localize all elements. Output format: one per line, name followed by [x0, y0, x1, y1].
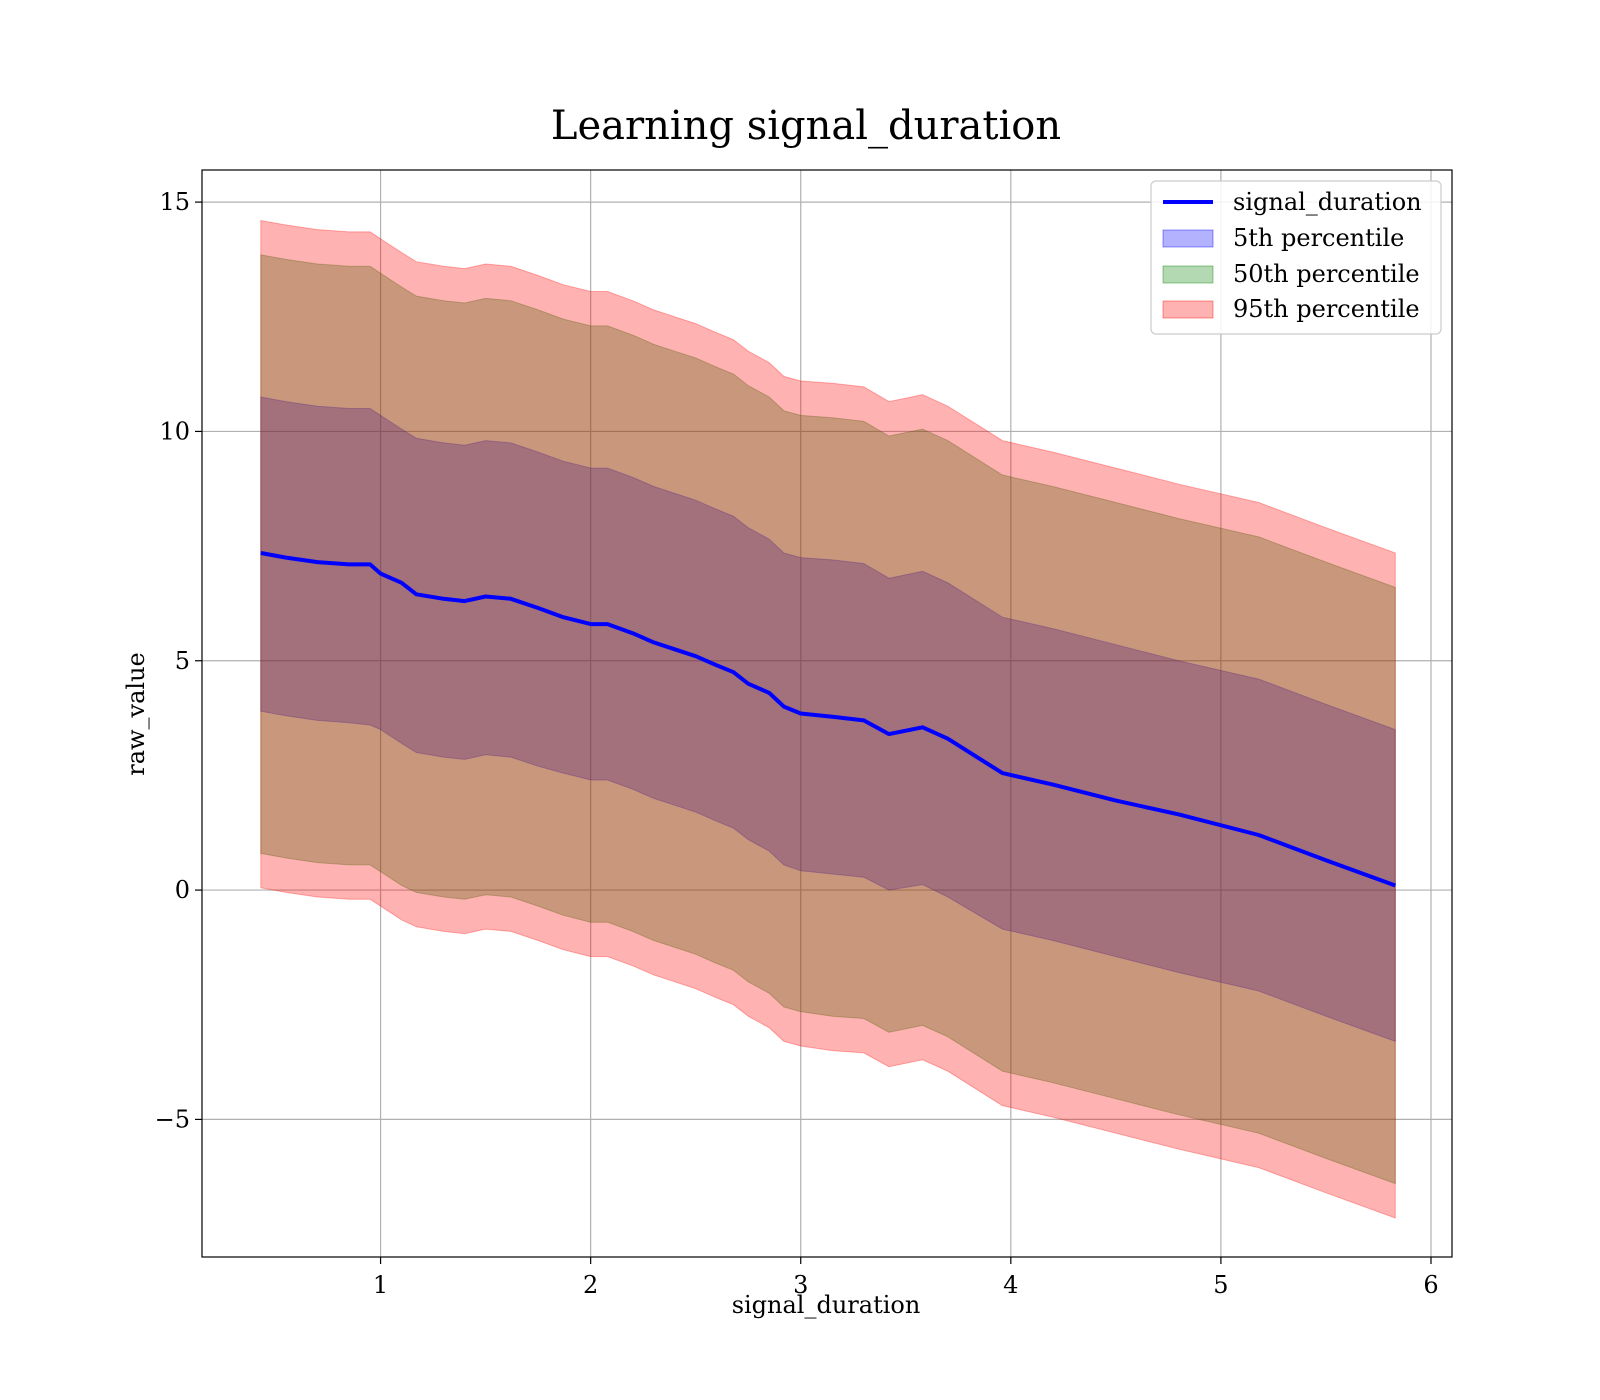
x-tick-label-4: 5: [1213, 1271, 1228, 1299]
y-axis-ticks: 15 10 5 0 −5: [155, 188, 202, 1133]
plot-frame: [201, 169, 1453, 1258]
x-tick-label-2: 3: [793, 1271, 808, 1299]
legend-box: [1150, 180, 1442, 335]
x-tick-label-1: 2: [583, 1271, 598, 1299]
line-signal-duration: [260, 551, 1396, 888]
y-axis-label: raw_value: [122, 652, 150, 776]
band-5th-percentile: [260, 396, 1396, 1043]
y-tick-label-2: 5: [175, 647, 190, 675]
legend-swatch-50th-percentile: [1162, 265, 1214, 284]
band-50th-percentile: [260, 254, 1396, 1185]
x-tick-label-0: 1: [373, 1271, 388, 1299]
x-tick-label-5: 6: [1423, 1271, 1438, 1299]
band-layer: [260, 219, 1396, 1219]
y-tick-label-0: 15: [159, 188, 190, 216]
y-tick-label-1: 10: [159, 417, 190, 445]
legend: signal_duration 5th percentile 50th percen…: [1150, 180, 1442, 335]
band-95th-percentile: [260, 219, 1396, 1219]
chart-title: Learning signal_duration: [551, 103, 1061, 149]
x-tick-label-3: 4: [1003, 1271, 1018, 1299]
legend-label-signal-duration: signal_duration: [1233, 188, 1422, 216]
grid-layer: [202, 170, 1452, 1257]
line-layer: [260, 551, 1396, 888]
x-axis-label: signal_duration: [732, 1291, 921, 1319]
legend-swatch-95th-percentile: [1162, 300, 1214, 319]
y-tick-label-4: −5: [155, 1105, 190, 1133]
legend-swatch-5th-percentile: [1162, 229, 1214, 248]
legend-label-5th-percentile: 5th percentile: [1233, 224, 1404, 252]
y-tick-label-3: 0: [175, 876, 190, 904]
legend-label-95th-percentile: 95th percentile: [1233, 295, 1420, 323]
x-axis-ticks: 1 2 3 4 5 6: [373, 1257, 1439, 1299]
legend-label-50th-percentile: 50th percentile: [1233, 260, 1420, 288]
